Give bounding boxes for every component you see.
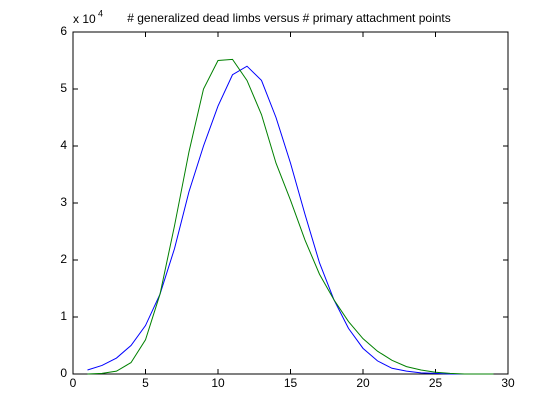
y-multiplier: x 10 bbox=[73, 12, 96, 26]
x-tick-label: 0 bbox=[70, 376, 77, 390]
x-tick-label: 10 bbox=[211, 376, 225, 390]
line-series bbox=[87, 58, 494, 375]
chart-title: # generalized dead limbs versus # primar… bbox=[127, 11, 451, 25]
y-tick-label: 4 bbox=[60, 138, 67, 152]
y-tick-label: 6 bbox=[60, 24, 67, 38]
x-tick-label: 20 bbox=[356, 376, 370, 390]
x-tick-label: 30 bbox=[501, 376, 515, 390]
x-tick-label: 5 bbox=[142, 376, 149, 390]
y-tick-label: 1 bbox=[60, 309, 67, 323]
y-tick-label: 3 bbox=[60, 195, 67, 209]
y-tick-label: 0 bbox=[60, 366, 67, 380]
y-multiplier-exponent: 4 bbox=[98, 8, 103, 18]
x-tick-label: 15 bbox=[284, 376, 298, 390]
y-tick-label: 2 bbox=[60, 252, 67, 266]
y-tick-label: 5 bbox=[60, 81, 67, 95]
line-series bbox=[87, 65, 494, 375]
x-tick-label: 25 bbox=[429, 376, 443, 390]
